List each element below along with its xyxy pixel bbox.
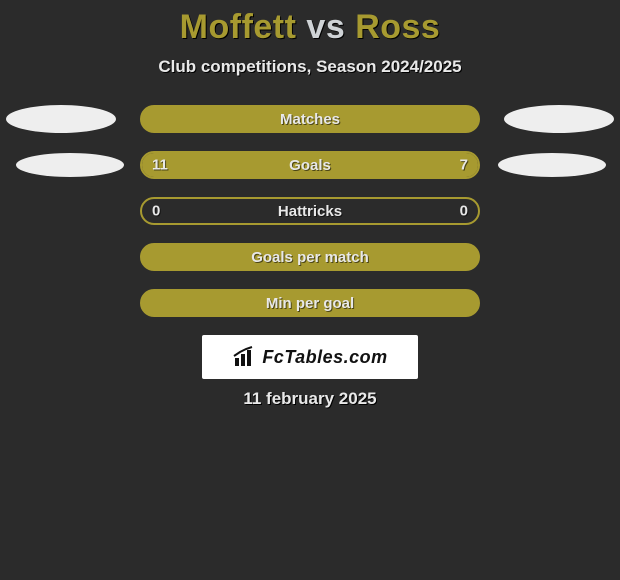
logo-text: FcTables.com <box>262 347 387 368</box>
avatar-placeholder-left <box>6 105 116 133</box>
chart-icon <box>232 346 258 368</box>
logo[interactable]: FcTables.com <box>202 335 418 379</box>
stat-bar: Matches <box>140 105 480 133</box>
stat-row-gpm: Goals per match <box>0 243 620 271</box>
stat-label: Goals per match <box>251 249 369 266</box>
stat-row-hattricks: 0 Hattricks 0 <box>0 197 620 225</box>
stat-value-right: 7 <box>460 157 468 174</box>
stat-label: Hattricks <box>278 203 342 220</box>
stat-bar: Goals per match <box>140 243 480 271</box>
comparison-card: Moffett vs Ross Club competitions, Seaso… <box>0 0 620 580</box>
stat-label: Min per goal <box>266 295 354 312</box>
stat-value-left: 0 <box>152 203 160 220</box>
player2-name: Ross <box>355 8 440 46</box>
stat-label: Goals <box>289 157 331 174</box>
avatar-placeholder-right <box>498 153 606 177</box>
stat-bar: Min per goal <box>140 289 480 317</box>
stat-row-mpg: Min per goal <box>0 289 620 317</box>
stat-value-left: 11 <box>152 157 168 174</box>
title: Moffett vs Ross <box>0 8 620 47</box>
stat-row-goals: 11 Goals 7 <box>0 151 620 179</box>
stat-label: Matches <box>280 111 340 128</box>
bar-fill-right <box>347 153 478 177</box>
date-label: 11 february 2025 <box>0 389 620 409</box>
stat-row-matches: Matches <box>0 105 620 133</box>
stat-bar: 11 Goals 7 <box>140 151 480 179</box>
stat-bar: 0 Hattricks 0 <box>140 197 480 225</box>
subtitle: Club competitions, Season 2024/2025 <box>0 57 620 77</box>
avatar-placeholder-right <box>504 105 614 133</box>
avatar-placeholder-left <box>16 153 124 177</box>
stat-value-right: 0 <box>460 203 468 220</box>
player1-name: Moffett <box>180 8 297 46</box>
vs-label: vs <box>306 8 345 46</box>
